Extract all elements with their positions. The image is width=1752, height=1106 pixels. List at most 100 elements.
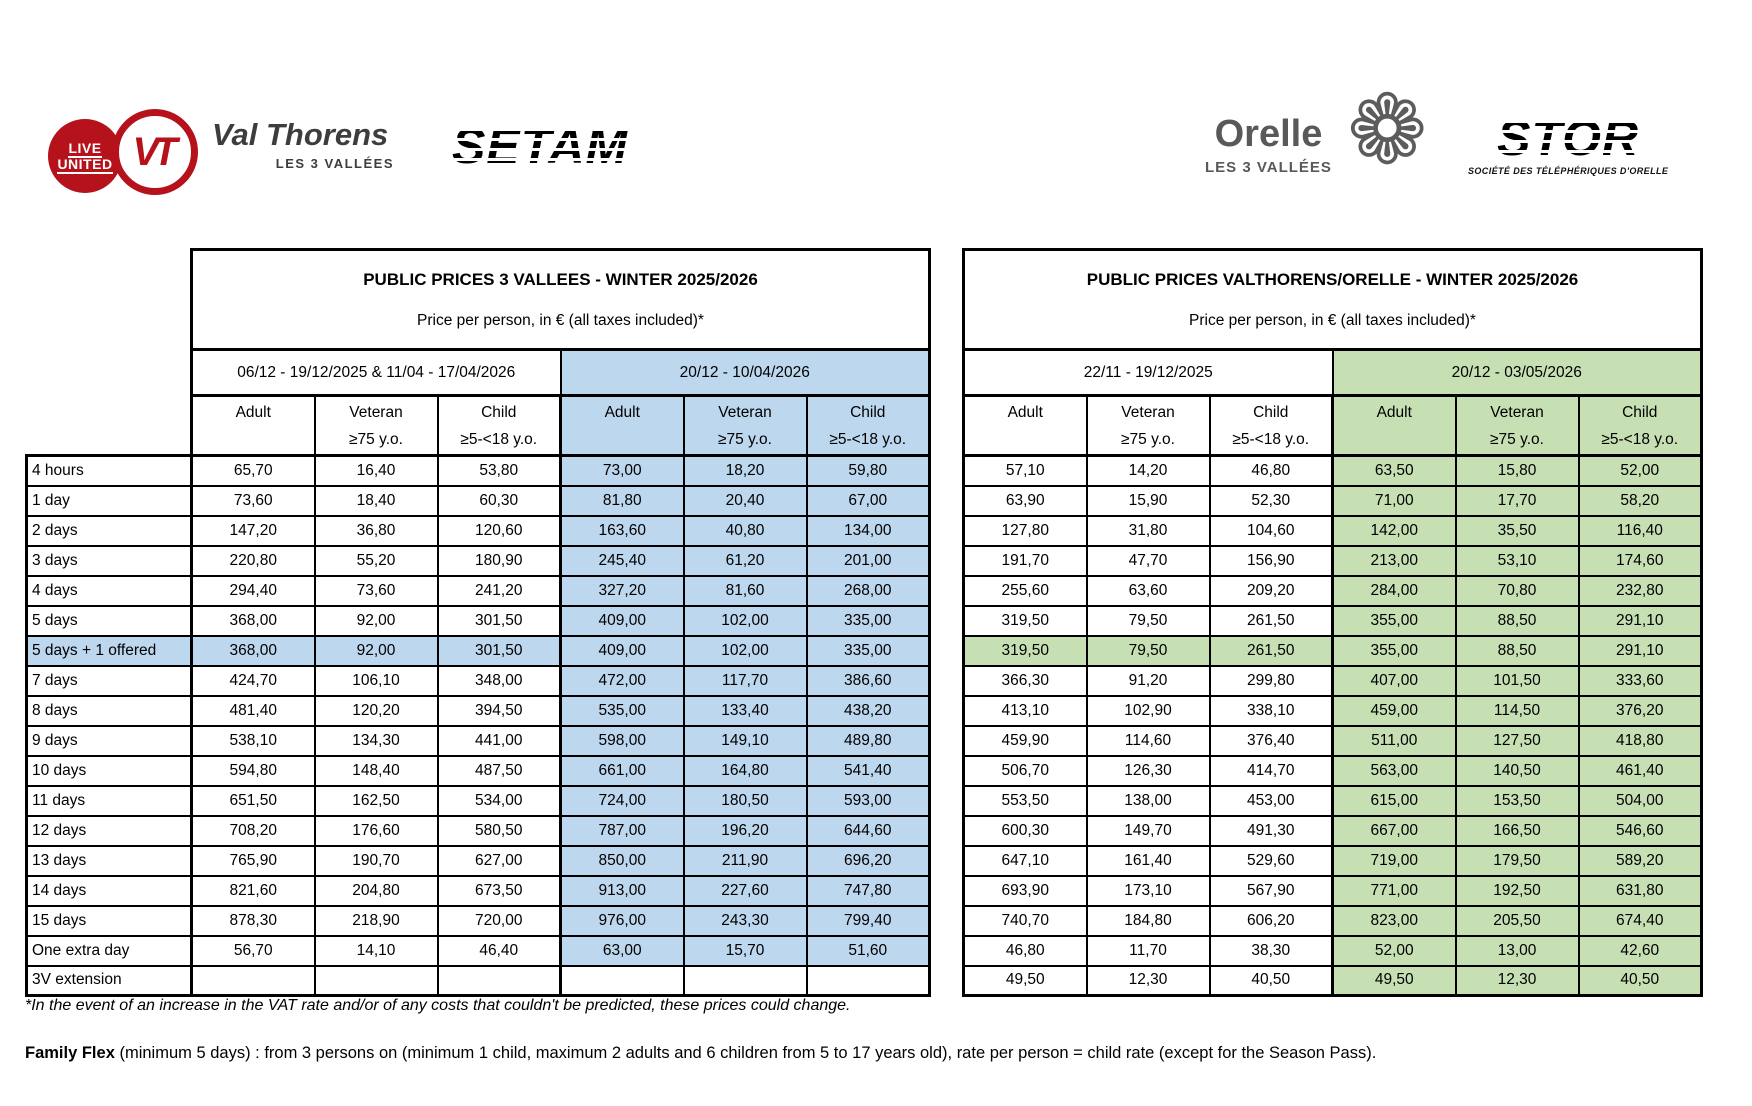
- price-cell: 291,10: [1577, 634, 1703, 667]
- price-cell: 184,80: [1085, 904, 1211, 937]
- price-cell: 40,80: [682, 514, 808, 547]
- price-cell: 63,90: [962, 484, 1088, 517]
- price-cell: 149,70: [1085, 814, 1211, 847]
- price-cell: 338,10: [1208, 694, 1334, 727]
- price-cell: 409,00: [559, 634, 685, 667]
- price-cell: 147,20: [190, 514, 316, 547]
- price-row-13-days: 647,10 161,40 529,60 719,00 179,50 589,20: [962, 844, 1703, 877]
- price-cell: 35,50: [1454, 514, 1580, 547]
- price-cell: 294,40: [190, 574, 316, 607]
- price-cell: 114,50: [1454, 694, 1580, 727]
- price-cell: 376,20: [1577, 694, 1703, 727]
- price-cell: 88,50: [1454, 604, 1580, 637]
- price-cell: 693,90: [962, 874, 1088, 907]
- price-cell: 720,00: [436, 904, 562, 937]
- price-cell: 976,00: [559, 904, 685, 937]
- price-row-4-days: 4 days 294,40 73,60 241,20 327,20 81,60 268,00: [25, 574, 931, 607]
- price-cell: 53,10: [1454, 544, 1580, 577]
- price-cell: 541,40: [805, 754, 931, 787]
- price-cell: 245,40: [559, 544, 685, 577]
- price-cell: 20,40: [682, 484, 808, 517]
- price-row-15-days: 15 days 878,30 218,90 720,00 976,00 243,30 799…: [25, 904, 931, 937]
- price-cell: 73,60: [313, 574, 439, 607]
- price-cell: 102,00: [682, 634, 808, 667]
- price-cell: 49,50: [962, 964, 1088, 997]
- table-3-vallees-body: 4 hours 65,70 16,40 53,80 73,00 18,20 59,80 1 d…: [25, 454, 931, 997]
- price-cell: 117,70: [682, 664, 808, 697]
- price-row-15-days: 740,70 184,80 606,20 823,00 205,50 674,40: [962, 904, 1703, 937]
- price-cell: 740,70: [962, 904, 1088, 937]
- price-cell: 799,40: [805, 904, 931, 937]
- price-row-8-days: 413,10 102,90 338,10 459,00 114,50 376,20: [962, 694, 1703, 727]
- table-subtitle: Price per person, in € (all taxes includ…: [1189, 311, 1476, 329]
- price-row-2-days: 2 days 147,20 36,80 120,60 163,60 40,80 134,00: [25, 514, 931, 547]
- family-flex-lead: Family Flex: [25, 1044, 115, 1062]
- price-cell: 418,80: [1577, 724, 1703, 757]
- price-cell: 149,10: [682, 724, 808, 757]
- price-cell: 46,80: [962, 934, 1088, 967]
- price-cell: 42,60: [1577, 934, 1703, 967]
- family-flex-text: (minimum 5 days) : from 3 persons on (mi…: [114, 1044, 1377, 1062]
- price-cell: 241,20: [436, 574, 562, 607]
- price-cell: 92,00: [313, 604, 439, 637]
- logo-bar: LIVE UNITED VT Val Thorens LES 3 VALLÉES…: [0, 81, 1752, 215]
- price-cell: 179,50: [1454, 844, 1580, 877]
- setam-wordmark: SETAM: [452, 118, 629, 174]
- price-cell: 529,60: [1208, 844, 1334, 877]
- price-cell: 196,20: [682, 814, 808, 847]
- column-header-veteran: Veteran ≥75 y.o.: [682, 394, 808, 457]
- price-cell: [682, 964, 808, 997]
- price-cell: 13,00: [1454, 934, 1580, 967]
- price-row-12-days: 600,30 149,70 491,30 667,00 166,50 546,60: [962, 814, 1703, 847]
- price-cell: 104,60: [1208, 514, 1334, 547]
- price-cell: 12,30: [1454, 964, 1580, 997]
- price-cell: 55,20: [313, 544, 439, 577]
- price-cell: 394,50: [436, 694, 562, 727]
- price-cell: 301,50: [436, 634, 562, 667]
- price-cell: 823,00: [1331, 904, 1457, 937]
- price-cell: 40,50: [1577, 964, 1703, 997]
- price-row-11-days: 553,50 138,00 453,00 615,00 153,50 504,00: [962, 784, 1703, 817]
- price-cell: 335,00: [805, 604, 931, 637]
- price-cell: 102,00: [682, 604, 808, 637]
- price-cell: 61,20: [682, 544, 808, 577]
- price-cell: 91,20: [1085, 664, 1211, 697]
- price-cell: 553,50: [962, 784, 1088, 817]
- price-cell: 218,90: [313, 904, 439, 937]
- price-cell: 106,10: [313, 664, 439, 697]
- price-row-3-days: 3 days 220,80 55,20 180,90 245,40 61,20 201,00: [25, 544, 931, 577]
- price-cell: 580,50: [436, 814, 562, 847]
- price-cell: 414,70: [1208, 754, 1334, 787]
- price-cell: 708,20: [190, 814, 316, 847]
- price-cell: 538,10: [190, 724, 316, 757]
- price-cell: 201,00: [805, 544, 931, 577]
- column-header-adult: Adult: [559, 394, 685, 457]
- price-row-9-days: 459,90 114,60 376,40 511,00 127,50 418,80: [962, 724, 1703, 757]
- price-cell: 56,70: [190, 934, 316, 967]
- price-cell: 190,70: [313, 844, 439, 877]
- price-cell: 821,60: [190, 874, 316, 907]
- price-row-4-hours: 4 hours 65,70 16,40 53,80 73,00 18,20 59,80: [25, 454, 931, 487]
- price-cell: 15,90: [1085, 484, 1211, 517]
- price-cell: 14,20: [1085, 454, 1211, 487]
- column-header-child: Child ≥5-<18 y.o.: [1208, 394, 1334, 457]
- row-label: 13 days: [25, 844, 193, 877]
- price-cell: 243,30: [682, 904, 808, 937]
- price-cell: 204,80: [313, 874, 439, 907]
- price-row-5-days-1-offered: 5 days + 1 offered 368,00 92,00 301,50 409,0…: [25, 634, 931, 667]
- edelweiss-flower-icon: ❁: [1347, 77, 1428, 184]
- price-cell: 647,10: [962, 844, 1088, 877]
- price-row-10-days: 506,70 126,30 414,70 563,00 140,50 461,40: [962, 754, 1703, 787]
- table-title-block: PUBLIC PRICES 3 VALLEES - WINTER 2025/20…: [190, 248, 931, 351]
- price-cell: 407,00: [1331, 664, 1457, 697]
- row-label: 3V extension: [25, 964, 193, 997]
- price-cell: 51,60: [805, 934, 931, 967]
- table-valthorens-orelle-body: 57,10 14,20 46,80 63,50 15,80 52,00 63,90 15,90…: [962, 454, 1703, 997]
- price-cell: 268,00: [805, 574, 931, 607]
- period-high-season: 20/12 - 10/04/2026: [559, 348, 931, 397]
- price-cell: 487,50: [436, 754, 562, 787]
- price-cell: 102,90: [1085, 694, 1211, 727]
- price-cell: 17,70: [1454, 484, 1580, 517]
- price-cell: 15,70: [682, 934, 808, 967]
- price-cell: 232,80: [1577, 574, 1703, 607]
